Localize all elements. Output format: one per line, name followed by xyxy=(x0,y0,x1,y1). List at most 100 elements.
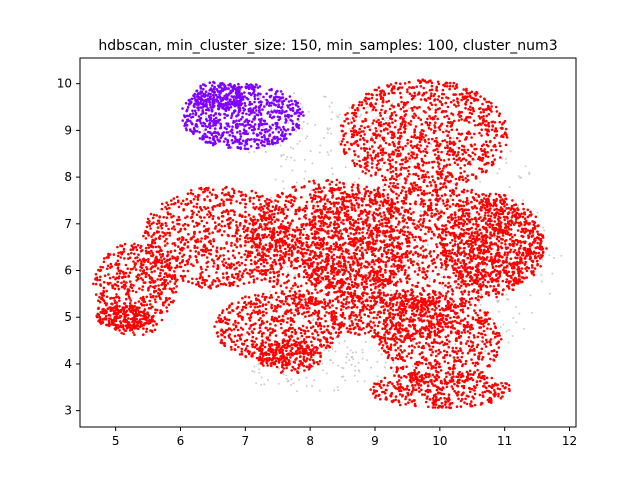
scatter-point xyxy=(537,251,541,255)
scatter-point xyxy=(446,203,449,207)
scatter-point xyxy=(317,185,321,189)
scatter-point xyxy=(476,230,479,233)
scatter-point xyxy=(382,136,386,140)
scatter-point xyxy=(376,159,380,163)
scatter-point xyxy=(455,286,458,289)
scatter-point xyxy=(528,243,531,246)
scatter-point xyxy=(425,81,428,84)
scatter-point xyxy=(422,136,425,139)
scatter-point xyxy=(354,192,358,196)
scatter-point xyxy=(306,135,309,138)
scatter-point xyxy=(375,193,379,197)
scatter-point xyxy=(331,196,334,199)
scatter-point xyxy=(534,215,538,219)
scatter-point xyxy=(453,222,457,225)
scatter-point xyxy=(399,96,403,99)
scatter-point xyxy=(434,265,438,269)
scatter-point xyxy=(470,231,474,235)
scatter-point xyxy=(386,168,389,172)
scatter-point xyxy=(447,121,451,124)
scatter-point xyxy=(431,107,434,110)
scatter-point xyxy=(520,267,524,270)
scatter-point xyxy=(350,189,354,192)
scatter-point xyxy=(533,267,537,270)
scatter-point xyxy=(487,200,491,203)
scatter-point xyxy=(351,351,354,354)
scatter-point xyxy=(433,98,437,101)
scatter-point xyxy=(499,326,502,328)
scatter-point xyxy=(435,85,439,89)
scatter-point xyxy=(375,296,378,300)
scatter-point xyxy=(260,376,263,379)
scatter-point xyxy=(434,103,437,107)
scatter-point xyxy=(492,278,496,282)
scatter-point xyxy=(370,162,374,165)
scatter-point xyxy=(407,189,411,192)
scatter-point xyxy=(466,218,470,221)
scatter-point xyxy=(399,116,402,120)
scatter-point xyxy=(499,245,503,249)
scatter-point xyxy=(263,98,266,101)
scatter-point xyxy=(523,231,526,235)
scatter-point xyxy=(493,259,496,263)
scatter-point xyxy=(346,215,349,219)
scatter-point xyxy=(453,259,457,262)
scatter-point xyxy=(432,232,436,236)
scatter-point xyxy=(479,156,482,160)
scatter-point xyxy=(292,382,295,385)
scatter-point xyxy=(462,88,466,91)
scatter-point xyxy=(286,273,290,277)
scatter-point xyxy=(459,199,462,202)
scatter-point xyxy=(481,199,485,203)
scatter-point xyxy=(529,294,532,297)
scatter-point xyxy=(435,156,439,160)
scatter-point xyxy=(416,295,419,298)
scatter-point xyxy=(496,172,499,175)
scatter-point xyxy=(304,137,307,140)
scatter-point xyxy=(462,188,466,192)
scatter-point xyxy=(419,133,422,137)
scatter-point xyxy=(526,208,530,212)
scatter-point xyxy=(377,86,381,89)
scatter-point xyxy=(478,301,480,303)
scatter-point xyxy=(381,164,384,167)
scatter-point xyxy=(419,214,423,217)
scatter-point xyxy=(316,254,320,258)
scatter-point xyxy=(346,346,349,349)
scatter-point xyxy=(522,207,525,211)
scatter-point xyxy=(416,285,419,289)
scatter-point xyxy=(378,128,381,131)
scatter-point xyxy=(326,208,330,211)
scatter-point xyxy=(447,252,451,255)
scatter-point xyxy=(418,266,421,270)
scatter-point xyxy=(443,247,447,251)
scatter-point xyxy=(430,214,433,218)
scatter-point xyxy=(319,220,323,223)
scatter-point xyxy=(287,259,291,262)
scatter-point xyxy=(267,379,269,381)
scatter-point xyxy=(437,269,440,272)
scatter-point xyxy=(308,245,311,249)
scatter-point xyxy=(374,153,378,157)
scatter-point xyxy=(283,255,287,258)
scatter-point xyxy=(354,269,358,273)
scatter-point xyxy=(453,119,456,123)
scatter-point xyxy=(197,127,200,130)
scatter-point xyxy=(375,163,379,167)
scatter-point xyxy=(318,151,321,154)
scatter-point xyxy=(284,199,288,203)
scatter-point xyxy=(365,147,369,150)
scatter-point xyxy=(538,243,542,247)
scatter-point xyxy=(357,206,360,209)
scatter-point xyxy=(462,145,466,148)
scatter-point xyxy=(357,221,360,225)
scatter-point xyxy=(420,169,423,172)
scatter-point xyxy=(343,256,346,260)
scatter-point xyxy=(377,349,380,352)
scatter-point xyxy=(298,140,301,143)
scatter-point xyxy=(284,205,288,209)
scatter-point xyxy=(365,102,369,105)
scatter-point xyxy=(432,250,436,253)
scatter-point xyxy=(363,380,366,383)
scatter-point xyxy=(374,285,378,289)
